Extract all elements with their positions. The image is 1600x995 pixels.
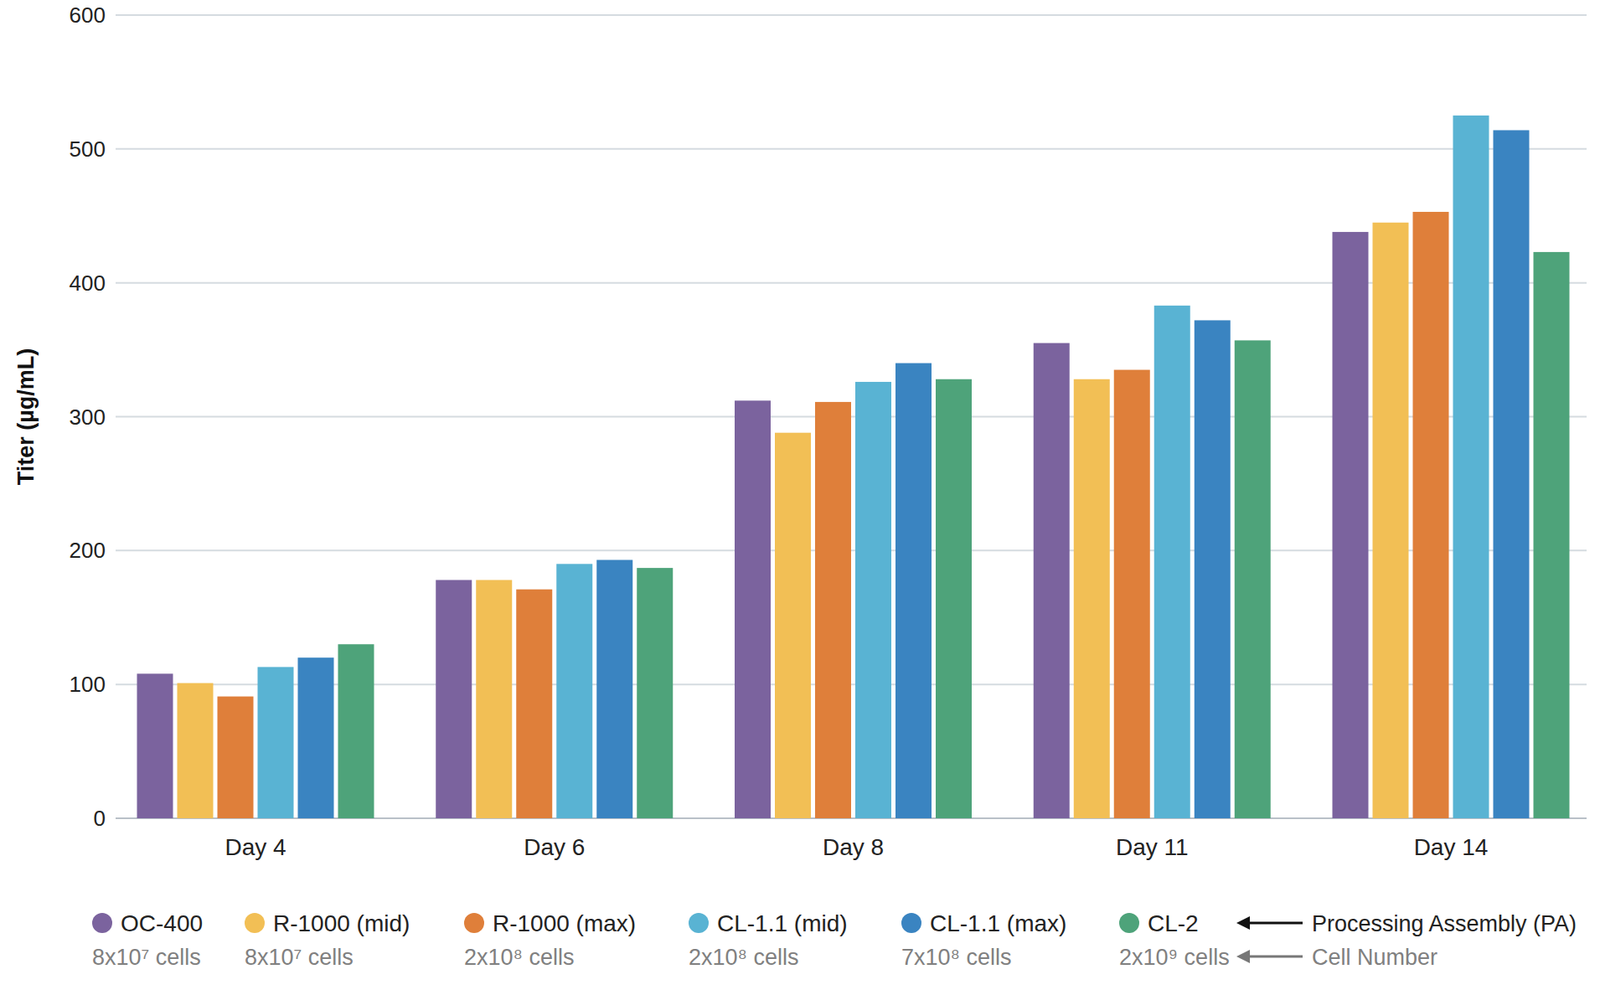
x-tick-label: Day 11 xyxy=(1115,834,1189,861)
bar xyxy=(1073,379,1110,819)
legend-swatch xyxy=(464,913,485,934)
annotation: Processing Assembly (PA) xyxy=(1311,911,1577,937)
legend-cell-number: 7x10⁸ cells xyxy=(901,944,1012,971)
legend-cell-number: 8x10⁷ cells xyxy=(244,944,354,971)
bar xyxy=(1332,232,1369,819)
bar xyxy=(217,696,254,819)
bar xyxy=(1114,370,1151,819)
y-tick-label: 200 xyxy=(69,537,106,563)
bar xyxy=(475,579,512,819)
x-tick-label: Day 14 xyxy=(1414,834,1489,861)
legend-label: CL-1.1 (mid) xyxy=(717,910,848,937)
bar xyxy=(774,433,811,819)
annotation-arrowhead xyxy=(1236,916,1250,930)
bar xyxy=(734,400,771,819)
y-tick-label: 300 xyxy=(69,404,106,430)
annotation-arrowhead xyxy=(1236,949,1250,964)
bar xyxy=(636,567,673,819)
bar xyxy=(516,589,553,819)
legend-label: OC-400 xyxy=(120,910,203,937)
bar xyxy=(596,560,633,819)
legend-swatch xyxy=(688,913,709,934)
bar xyxy=(1533,252,1570,819)
legend: OC-400 8x10⁷ cells R-1000 (mid) 8x10⁷ cells… xyxy=(92,910,1577,971)
y-axis-label: Titer (µg/mL) xyxy=(13,348,39,486)
legend-swatch xyxy=(1119,913,1140,934)
chart: 0 100 200 300 400 500 600 Titer (µg/mL) Day 4 Day… xyxy=(0,0,1600,995)
bar xyxy=(1413,211,1450,819)
annotation: Cell Number xyxy=(1311,944,1438,971)
legend-cell-number: 2x10⁸ cells xyxy=(464,944,574,971)
legend-swatch xyxy=(92,913,113,934)
grid xyxy=(115,15,1587,819)
legend-swatch xyxy=(901,913,922,934)
x-tick-label: Day 8 xyxy=(822,834,884,861)
bar xyxy=(338,644,375,819)
bar xyxy=(137,673,174,819)
bar xyxy=(1493,129,1530,819)
bar xyxy=(258,666,295,819)
bar xyxy=(935,379,972,819)
bar xyxy=(815,402,852,819)
y-tick-label: 0 xyxy=(93,805,106,831)
bar xyxy=(1033,343,1070,819)
y-tick-label: 400 xyxy=(69,270,106,296)
bar xyxy=(298,657,335,819)
bar xyxy=(895,363,932,819)
legend-label: R-1000 (max) xyxy=(492,910,636,937)
legend-label: CL-2 xyxy=(1147,910,1199,937)
legend-cell-number: 2x10⁸ cells xyxy=(688,944,799,971)
bars xyxy=(137,115,1570,819)
legend-cell-number: 2x10⁹ cells xyxy=(1119,944,1230,971)
grid-line xyxy=(115,148,1587,150)
legend-label: R-1000 (mid) xyxy=(273,910,410,937)
bar xyxy=(556,563,593,819)
grid-line xyxy=(115,14,1587,16)
bar xyxy=(855,381,892,819)
bar xyxy=(1194,320,1231,819)
bar xyxy=(1453,115,1490,819)
bar xyxy=(1372,222,1410,819)
y-tick-label: 600 xyxy=(69,2,106,28)
x-tick-label: Day 4 xyxy=(224,834,286,861)
bar xyxy=(1234,340,1271,819)
bar xyxy=(435,579,472,819)
legend-label: CL-1.1 (max) xyxy=(929,910,1067,937)
bar xyxy=(177,683,214,819)
bar xyxy=(1154,305,1191,819)
legend-cell-number: 8x10⁷ cells xyxy=(92,944,202,971)
x-tick-label: Day 6 xyxy=(523,834,585,861)
y-tick-label: 500 xyxy=(69,136,106,162)
legend-swatch xyxy=(244,913,265,934)
y-tick-label: 100 xyxy=(69,671,106,697)
